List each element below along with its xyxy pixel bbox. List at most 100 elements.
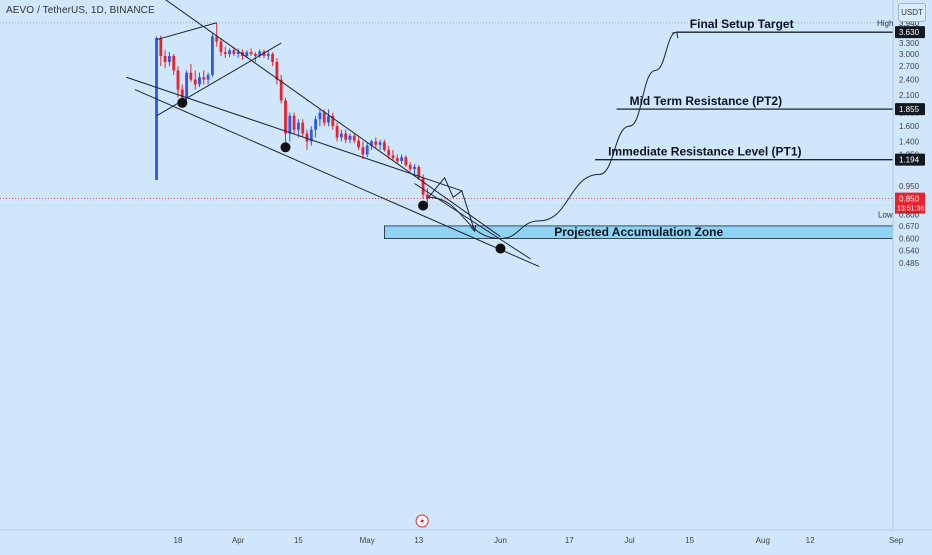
- last-price-badge: 0.850: [899, 195, 920, 204]
- time-tick-label: Aug: [756, 536, 770, 545]
- candle-body[interactable]: [297, 123, 300, 130]
- candle-body[interactable]: [185, 73, 188, 98]
- candle-body[interactable]: [349, 136, 352, 140]
- target-level-label: Final Setup Target: [690, 17, 794, 31]
- target-price-badge: 3.630: [899, 28, 920, 37]
- trend-line[interactable]: [135, 90, 539, 267]
- candle-body[interactable]: [207, 75, 210, 80]
- candle-body[interactable]: [224, 52, 227, 54]
- price-tick-label: 0.670: [899, 222, 920, 231]
- time-tick-label: 12: [806, 536, 815, 545]
- pt1-level-label: Immediate Resistance Level (PT1): [608, 145, 801, 159]
- trend-line[interactable]: [157, 43, 282, 116]
- candle-body[interactable]: [233, 50, 236, 54]
- low-marker-label: Low: [878, 211, 893, 220]
- candle-body[interactable]: [392, 155, 395, 158]
- candle-body[interactable]: [168, 56, 171, 62]
- price-tick-label: 0.950: [899, 182, 920, 191]
- candle-body[interactable]: [374, 141, 377, 144]
- price-tick-label: 3.300: [899, 39, 920, 48]
- price-tick-label: 0.540: [899, 247, 920, 256]
- price-tick-label: 1.400: [899, 137, 920, 146]
- projection-curve: [427, 32, 676, 238]
- pivot-point[interactable]: [418, 201, 428, 211]
- candle-body[interactable]: [245, 52, 248, 56]
- zigzag-projection: [427, 178, 474, 231]
- trend-line[interactable]: [415, 183, 531, 259]
- candle-body[interactable]: [271, 54, 274, 62]
- candle-body[interactable]: [198, 77, 201, 84]
- candle-body[interactable]: [177, 70, 180, 89]
- time-tick-label: May: [360, 536, 375, 545]
- candle-body[interactable]: [340, 134, 343, 138]
- candle-body[interactable]: [422, 178, 425, 195]
- candle-body[interactable]: [301, 123, 304, 134]
- candle-body[interactable]: [228, 50, 231, 54]
- candle-body[interactable]: [323, 113, 326, 123]
- time-tick-label: 15: [685, 536, 694, 545]
- candle-body[interactable]: [288, 116, 291, 134]
- candle-body[interactable]: [211, 36, 214, 75]
- candle-body[interactable]: [396, 158, 399, 161]
- candle-body[interactable]: [366, 146, 369, 155]
- pivot-point[interactable]: [496, 244, 506, 254]
- price-tick-label: 2.100: [899, 91, 920, 100]
- candle-body[interactable]: [250, 52, 253, 54]
- candle-body[interactable]: [327, 116, 330, 123]
- time-tick-label: Jul: [624, 536, 634, 545]
- chart-title: AEVO / TetherUS, 1D, BINANCE: [6, 5, 155, 16]
- candle-body[interactable]: [405, 157, 408, 165]
- candle-body[interactable]: [357, 141, 360, 148]
- currency-selector[interactable]: USDT: [898, 3, 926, 22]
- candle-body[interactable]: [314, 119, 317, 130]
- candle-body[interactable]: [254, 54, 257, 56]
- time-tick-label: Jun: [494, 536, 507, 545]
- candle-body[interactable]: [284, 101, 287, 134]
- candle-body[interactable]: [220, 41, 223, 52]
- candle-body[interactable]: [293, 116, 296, 130]
- trend-line[interactable]: [126, 77, 461, 191]
- trend-line[interactable]: [157, 23, 217, 40]
- candle-body[interactable]: [237, 52, 240, 54]
- candle-body[interactable]: [155, 38, 158, 180]
- candle-body[interactable]: [306, 134, 309, 142]
- candle-body[interactable]: [400, 157, 403, 161]
- price-tick-label: 3.000: [899, 50, 920, 59]
- time-tick-label: 17: [565, 536, 574, 545]
- price-tick-label: 0.485: [899, 259, 920, 268]
- candle-body[interactable]: [267, 54, 270, 56]
- candle-body[interactable]: [194, 80, 197, 85]
- pt2-price-badge: 1.855: [899, 105, 920, 114]
- candle-body[interactable]: [409, 165, 412, 169]
- candle-body[interactable]: [344, 134, 347, 140]
- candle-body[interactable]: [387, 150, 390, 155]
- candle-body[interactable]: [319, 113, 322, 120]
- candle-body[interactable]: [379, 142, 382, 145]
- candle-body[interactable]: [159, 38, 162, 56]
- price-tick-label: 1.600: [899, 122, 920, 131]
- price-tick-label: 0.600: [899, 235, 920, 244]
- candle-body[interactable]: [276, 62, 279, 80]
- time-tick-label: Sep: [889, 536, 904, 545]
- time-tick-label: 15: [294, 536, 303, 545]
- price-tick-label: 2.400: [899, 76, 920, 85]
- candle-body[interactable]: [362, 147, 365, 154]
- candle-body[interactable]: [164, 56, 167, 62]
- candle-body[interactable]: [353, 136, 356, 141]
- price-tick-label: 2.700: [899, 62, 920, 71]
- time-tick-label: Apr: [232, 536, 245, 545]
- candle-body[interactable]: [383, 142, 386, 150]
- pivot-point[interactable]: [177, 98, 187, 108]
- accumulation-zone-label: Projected Accumulation Zone: [554, 225, 723, 239]
- candle-body[interactable]: [413, 167, 416, 169]
- pt2-level-label: Mid Term Resistance (PT2): [630, 94, 782, 108]
- pivot-point[interactable]: [281, 142, 291, 152]
- pt1-price-badge: 1.194: [899, 156, 920, 165]
- candle-body[interactable]: [202, 77, 205, 79]
- candle-body[interactable]: [190, 73, 193, 80]
- low-price-label: 0.800: [899, 211, 920, 220]
- candle-body[interactable]: [172, 56, 175, 70]
- candle-body[interactable]: [336, 126, 339, 137]
